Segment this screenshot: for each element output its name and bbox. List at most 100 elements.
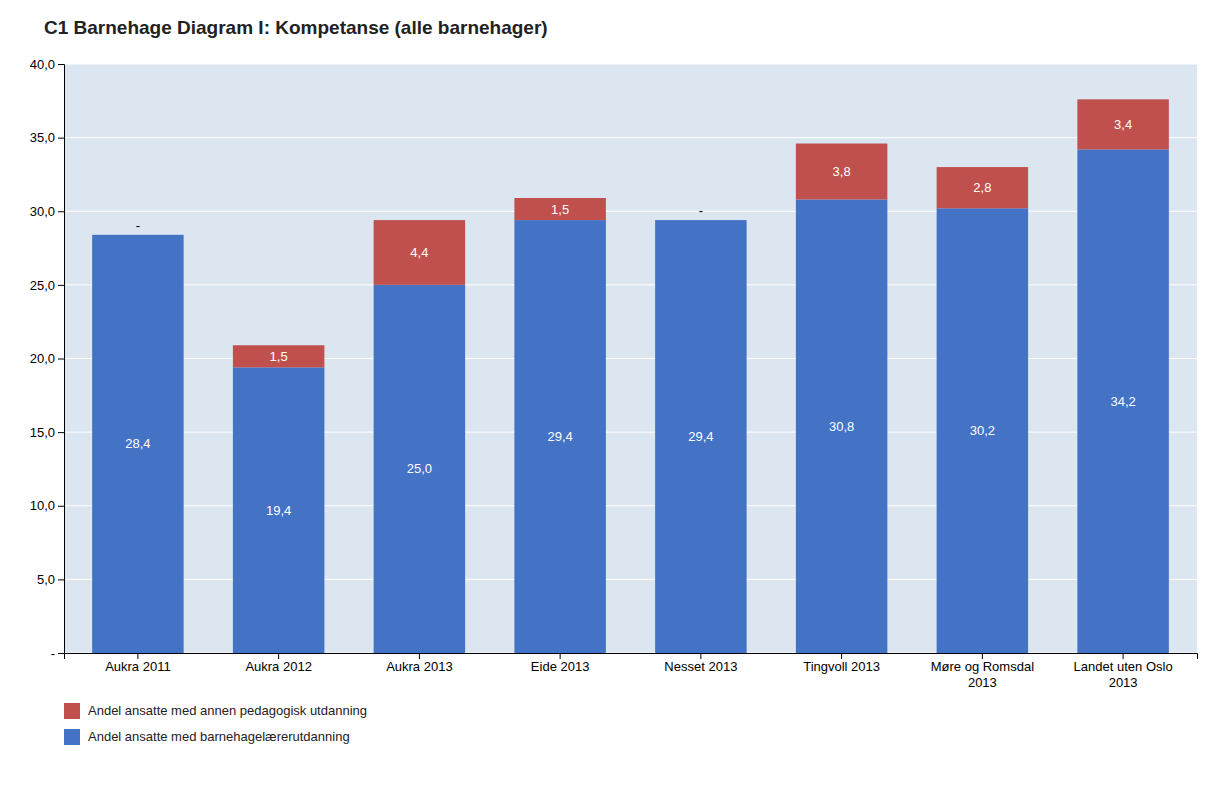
bar [655, 220, 746, 653]
axis-line [65, 654, 1198, 660]
tick-mark [58, 359, 64, 360]
series [92, 149, 1169, 653]
bar [514, 220, 605, 653]
tick-label: 20,0 [30, 351, 55, 366]
tick-mark [700, 653, 701, 659]
tick-mark [982, 653, 983, 659]
tick: Møre og Romsdal2013 [931, 653, 1034, 690]
tick: 20,0 [30, 351, 64, 366]
legend-item: Andel ansatte med annen pedagogisk utdan… [64, 703, 367, 719]
tick: 10,0 [30, 498, 64, 513]
tick: 40,0 [30, 57, 64, 72]
data-label: 29,4 [547, 429, 572, 444]
legend-label: Andel ansatte med annen pedagogisk utdan… [88, 703, 367, 718]
tick: 15,0 [30, 425, 64, 440]
tick-label: 25,0 [30, 278, 55, 293]
tick-label: Tingvoll 2013 [803, 659, 880, 674]
bar [796, 199, 887, 653]
data-label: 28,4 [125, 436, 150, 451]
grid-line [64, 64, 1197, 65]
bar [92, 234, 183, 235]
tick: 5,0 [37, 572, 64, 587]
tick: 30,0 [30, 204, 64, 219]
grid-line [64, 137, 1197, 138]
bar [374, 285, 465, 653]
grid [64, 64, 1197, 653]
tick: Aukra 2012 [245, 653, 312, 674]
tick-label: 15,0 [30, 425, 55, 440]
data-label: 4,4 [410, 245, 428, 260]
tick-label: 10,0 [30, 498, 55, 513]
tick: Aukra 2013 [386, 653, 453, 674]
tick-mark [58, 432, 64, 433]
data-label: 25,0 [407, 461, 432, 476]
axis-line [58, 65, 65, 654]
tick-mark [1123, 653, 1124, 659]
data-label: 29,4 [688, 429, 713, 444]
tick-label: Eide 2013 [531, 659, 590, 674]
bar [233, 367, 324, 653]
data-label: 3,4 [1114, 117, 1132, 132]
data-label: 1,5 [551, 202, 569, 217]
data-label: 34,2 [1110, 394, 1135, 409]
tick: 35,0 [30, 130, 64, 145]
tick-mark [58, 211, 64, 212]
data-label: - [699, 203, 703, 218]
bar [374, 220, 465, 285]
tick: Landet uten Oslo2013 [1074, 653, 1173, 690]
plot: - 5,0 10,0 15,0 20,0 25,0 30,0 35,0 40,0 Aukra 20… [30, 57, 1198, 690]
y-axis: - 5,0 10,0 15,0 20,0 25,0 30,0 35,0 40,0 [30, 57, 65, 661]
tick: - [51, 646, 64, 661]
tick-mark [278, 653, 279, 659]
tick-mark [58, 285, 64, 286]
bar [937, 167, 1028, 208]
tick-label: Aukra 2012 [245, 659, 312, 674]
tick-label: 5,0 [37, 572, 55, 587]
data-labels: 28,4 19,4 25,0 29,4 29,4 30,8 30,2 34,2 - 1,5 4,4 1… [125, 117, 1136, 518]
series [233, 99, 1169, 367]
legend: Andel ansatte med annen pedagogisk utdan… [64, 703, 367, 745]
x-axis: Aukra 2011 Aukra 2012 Aukra 2013 Eide 2013 N… [65, 653, 1198, 690]
data-label: 3,8 [833, 164, 851, 179]
data-label: 19,4 [266, 503, 291, 518]
bar [655, 220, 746, 221]
legend-swatch [64, 703, 80, 719]
bar [1077, 99, 1168, 149]
tick-mark [58, 579, 64, 580]
tick-label: Aukra 2013 [386, 659, 453, 674]
tick-label: 30,0 [30, 204, 55, 219]
data-label: 30,2 [970, 423, 995, 438]
data-label: 1,5 [270, 349, 288, 364]
bar [92, 235, 183, 653]
tick-mark [58, 506, 64, 507]
tick-mark [137, 653, 138, 659]
tick-mark [58, 653, 64, 654]
tick: Eide 2013 [531, 653, 590, 674]
legend-swatch [64, 729, 80, 745]
data-label: - [136, 218, 140, 233]
chart: C1 Barnehage Diagram I: Kompetanse (alle… [0, 0, 1227, 793]
tick-label: Møre og Romsdal2013 [931, 659, 1034, 690]
bars [92, 99, 1169, 653]
plot-background [64, 64, 1197, 653]
tick-mark [560, 653, 561, 659]
tick: Aukra 2011 [105, 653, 171, 674]
bar [796, 144, 887, 200]
tick-mark [58, 64, 64, 65]
tick: 25,0 [30, 278, 64, 293]
tick: Nesset 2013 [664, 653, 737, 674]
bar [937, 208, 1028, 653]
tick-label: Nesset 2013 [664, 659, 737, 674]
title: C1 Barnehage Diagram I: Kompetanse (alle… [44, 17, 548, 38]
tick-label: 35,0 [30, 130, 55, 145]
tick-label: 40,0 [30, 57, 55, 72]
data-label: 30,8 [829, 419, 854, 434]
legend-label: Andel ansatte med barnehagelærerutdannin… [88, 729, 350, 744]
bar [514, 198, 605, 220]
tick-label: Aukra 2011 [105, 659, 171, 674]
bar [233, 345, 324, 367]
tick-mark [58, 138, 64, 139]
tick-mark [841, 653, 842, 659]
tick: Tingvoll 2013 [803, 653, 880, 674]
bar [1077, 149, 1168, 653]
